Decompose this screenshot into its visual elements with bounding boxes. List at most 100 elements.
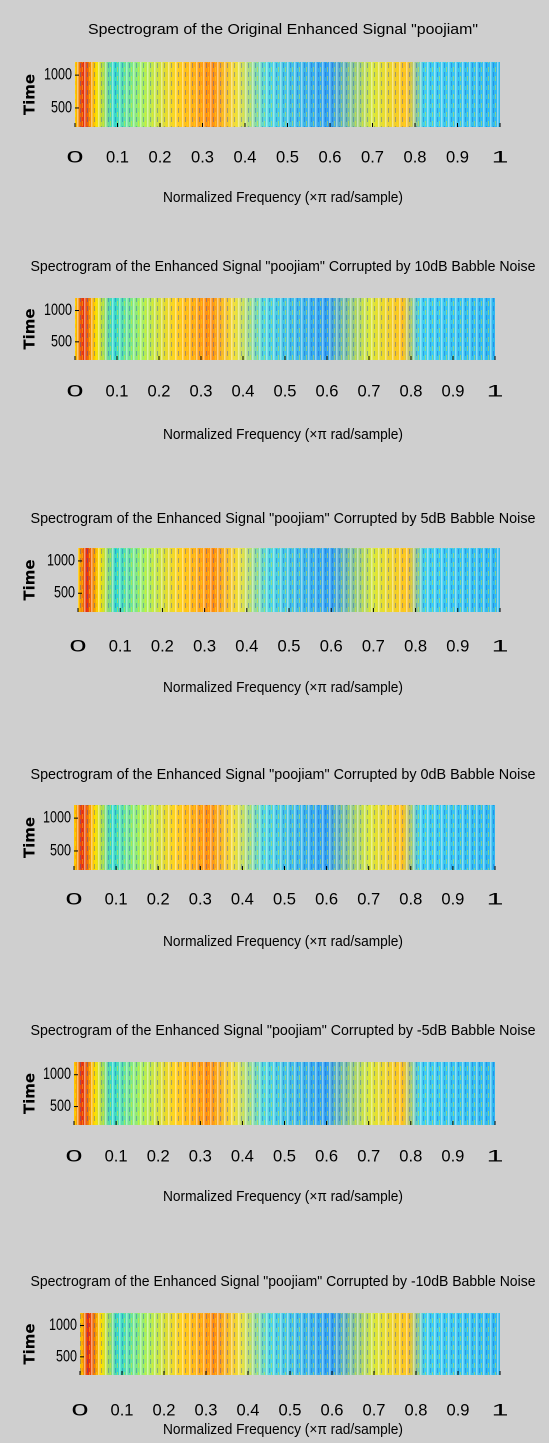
- x-tick-label: 0.8: [399, 889, 422, 908]
- x-tick-label: 0: [72, 1400, 89, 1419]
- chart-title: Spectrogram of the Enhanced Signal "pooj…: [31, 510, 536, 527]
- chart-title: Spectrogram of the Enhanced Signal "pooj…: [31, 1022, 536, 1039]
- x-tick-label: 0.8: [399, 1146, 422, 1165]
- x-tick-label: 0.9: [441, 1146, 464, 1165]
- x-axis-label: Normalized Frequency (×π rad/sample): [163, 1421, 403, 1438]
- x-tick-label: 0.2: [153, 1400, 176, 1419]
- x-tick-label: 0.7: [363, 1400, 386, 1419]
- x-tick-label: 0.5: [274, 381, 297, 400]
- x-tick-label: 0.5: [278, 636, 301, 655]
- chart-title: Spectrogram of the Original Enhanced Sig…: [88, 21, 478, 38]
- x-tick-label: 0.6: [319, 147, 342, 166]
- x-tick-label: 0.4: [231, 889, 254, 908]
- x-tick-label: 0.9: [441, 889, 464, 908]
- y-tick-label: 1000: [44, 300, 72, 319]
- x-tick-label: 0.9: [447, 1400, 470, 1419]
- y-tick-label: 1000: [43, 1064, 71, 1083]
- x-tick-label: 1: [492, 636, 509, 655]
- y-tick-label: 500: [51, 97, 72, 116]
- y-tick-label: 500: [56, 1346, 77, 1365]
- x-tick-label: 0.4: [232, 381, 255, 400]
- x-axis-label: Normalized Frequency (×π rad/sample): [163, 426, 403, 443]
- spectrogram-texture: [75, 298, 495, 360]
- x-tick-label: 0.4: [231, 1146, 254, 1165]
- x-tick-label: 0.2: [149, 147, 172, 166]
- spectrogram-texture: [75, 62, 500, 127]
- x-tick-label: 0.9: [446, 636, 469, 655]
- x-tick-label: 0.5: [276, 147, 299, 166]
- y-tick-label: 500: [50, 840, 71, 859]
- x-tick-label: 0.7: [358, 381, 381, 400]
- y-axis-label: Time: [21, 74, 39, 115]
- x-tick-label: 0.3: [193, 636, 216, 655]
- x-axis-label: Normalized Frequency (×π rad/sample): [163, 933, 403, 950]
- x-tick-label: 0.5: [273, 889, 296, 908]
- spectrogram-texture: [80, 1313, 500, 1375]
- chart-title: Spectrogram of the Enhanced Signal "pooj…: [31, 766, 536, 783]
- x-tick-label: 0.6: [321, 1400, 344, 1419]
- y-tick-label: 1000: [49, 1315, 77, 1334]
- x-tick-label: 0.3: [189, 1146, 212, 1165]
- x-tick-label: 1: [487, 889, 504, 908]
- x-tick-label: 0: [66, 1146, 83, 1165]
- y-axis-label: Time: [21, 308, 39, 349]
- x-tick-label: 0.6: [320, 636, 343, 655]
- x-tick-label: 0.5: [273, 1146, 296, 1165]
- y-tick-label: 500: [51, 331, 72, 350]
- y-axis-label: Time: [21, 1323, 39, 1364]
- x-tick-label: 0.7: [361, 147, 384, 166]
- x-tick-label: 0: [66, 889, 83, 908]
- y-axis-label: Time: [21, 817, 39, 858]
- x-tick-label: 1: [487, 1146, 504, 1165]
- y-axis-label: Time: [21, 559, 39, 600]
- y-tick-label: 500: [54, 583, 75, 602]
- y-tick-label: 1000: [43, 808, 71, 827]
- y-tick-label: 1000: [47, 550, 75, 569]
- x-tick-label: 0.8: [404, 147, 427, 166]
- x-tick-label: 0: [67, 147, 84, 166]
- x-tick-label: 0.9: [446, 147, 469, 166]
- x-tick-label: 0.1: [105, 889, 128, 908]
- x-axis-label: Normalized Frequency (×π rad/sample): [163, 679, 403, 696]
- x-axis-label: Normalized Frequency (×π rad/sample): [163, 189, 403, 206]
- x-tick-label: 0.1: [109, 636, 132, 655]
- x-tick-label: 0.9: [442, 381, 465, 400]
- spectrogram-texture: [74, 1062, 495, 1125]
- x-tick-label: 0.1: [106, 147, 129, 166]
- x-tick-label: 0.4: [234, 147, 257, 166]
- x-tick-label: 0.4: [235, 636, 258, 655]
- y-axis-label: Time: [21, 1073, 39, 1114]
- x-tick-label: 0.1: [105, 1146, 128, 1165]
- x-tick-label: 0.7: [357, 889, 380, 908]
- x-tick-label: 0: [70, 636, 87, 655]
- x-tick-label: 1: [492, 147, 509, 166]
- x-tick-label: 0.8: [400, 381, 423, 400]
- x-tick-label: 0.7: [362, 636, 385, 655]
- x-tick-label: 0.2: [148, 381, 171, 400]
- x-tick-label: 0.6: [316, 381, 339, 400]
- x-tick-label: 1: [492, 1400, 509, 1419]
- x-tick-label: 1: [487, 381, 504, 400]
- x-tick-label: 0.6: [315, 889, 338, 908]
- x-tick-label: 0.4: [237, 1400, 260, 1419]
- x-tick-label: 0.2: [147, 1146, 170, 1165]
- x-tick-label: 0.8: [404, 636, 427, 655]
- chart-title: Spectrogram of the Enhanced Signal "pooj…: [31, 1273, 536, 1290]
- x-tick-label: 0.5: [279, 1400, 302, 1419]
- y-tick-label: 500: [50, 1096, 71, 1115]
- x-axis-label: Normalized Frequency (×π rad/sample): [163, 1188, 403, 1205]
- x-tick-label: 0.3: [189, 889, 212, 908]
- x-tick-label: 0.3: [190, 381, 213, 400]
- x-tick-label: 0.2: [147, 889, 170, 908]
- y-tick-label: 1000: [44, 65, 72, 84]
- x-tick-label: 0.7: [357, 1146, 380, 1165]
- chart-title: Spectrogram of the Enhanced Signal "pooj…: [31, 258, 536, 275]
- spectrogram-texture: [78, 548, 500, 612]
- x-tick-label: 0.3: [191, 147, 214, 166]
- x-tick-label: 0.6: [315, 1146, 338, 1165]
- x-tick-label: 0.3: [195, 1400, 218, 1419]
- spectrogram-texture: [74, 805, 495, 870]
- x-tick-label: 0.1: [106, 381, 129, 400]
